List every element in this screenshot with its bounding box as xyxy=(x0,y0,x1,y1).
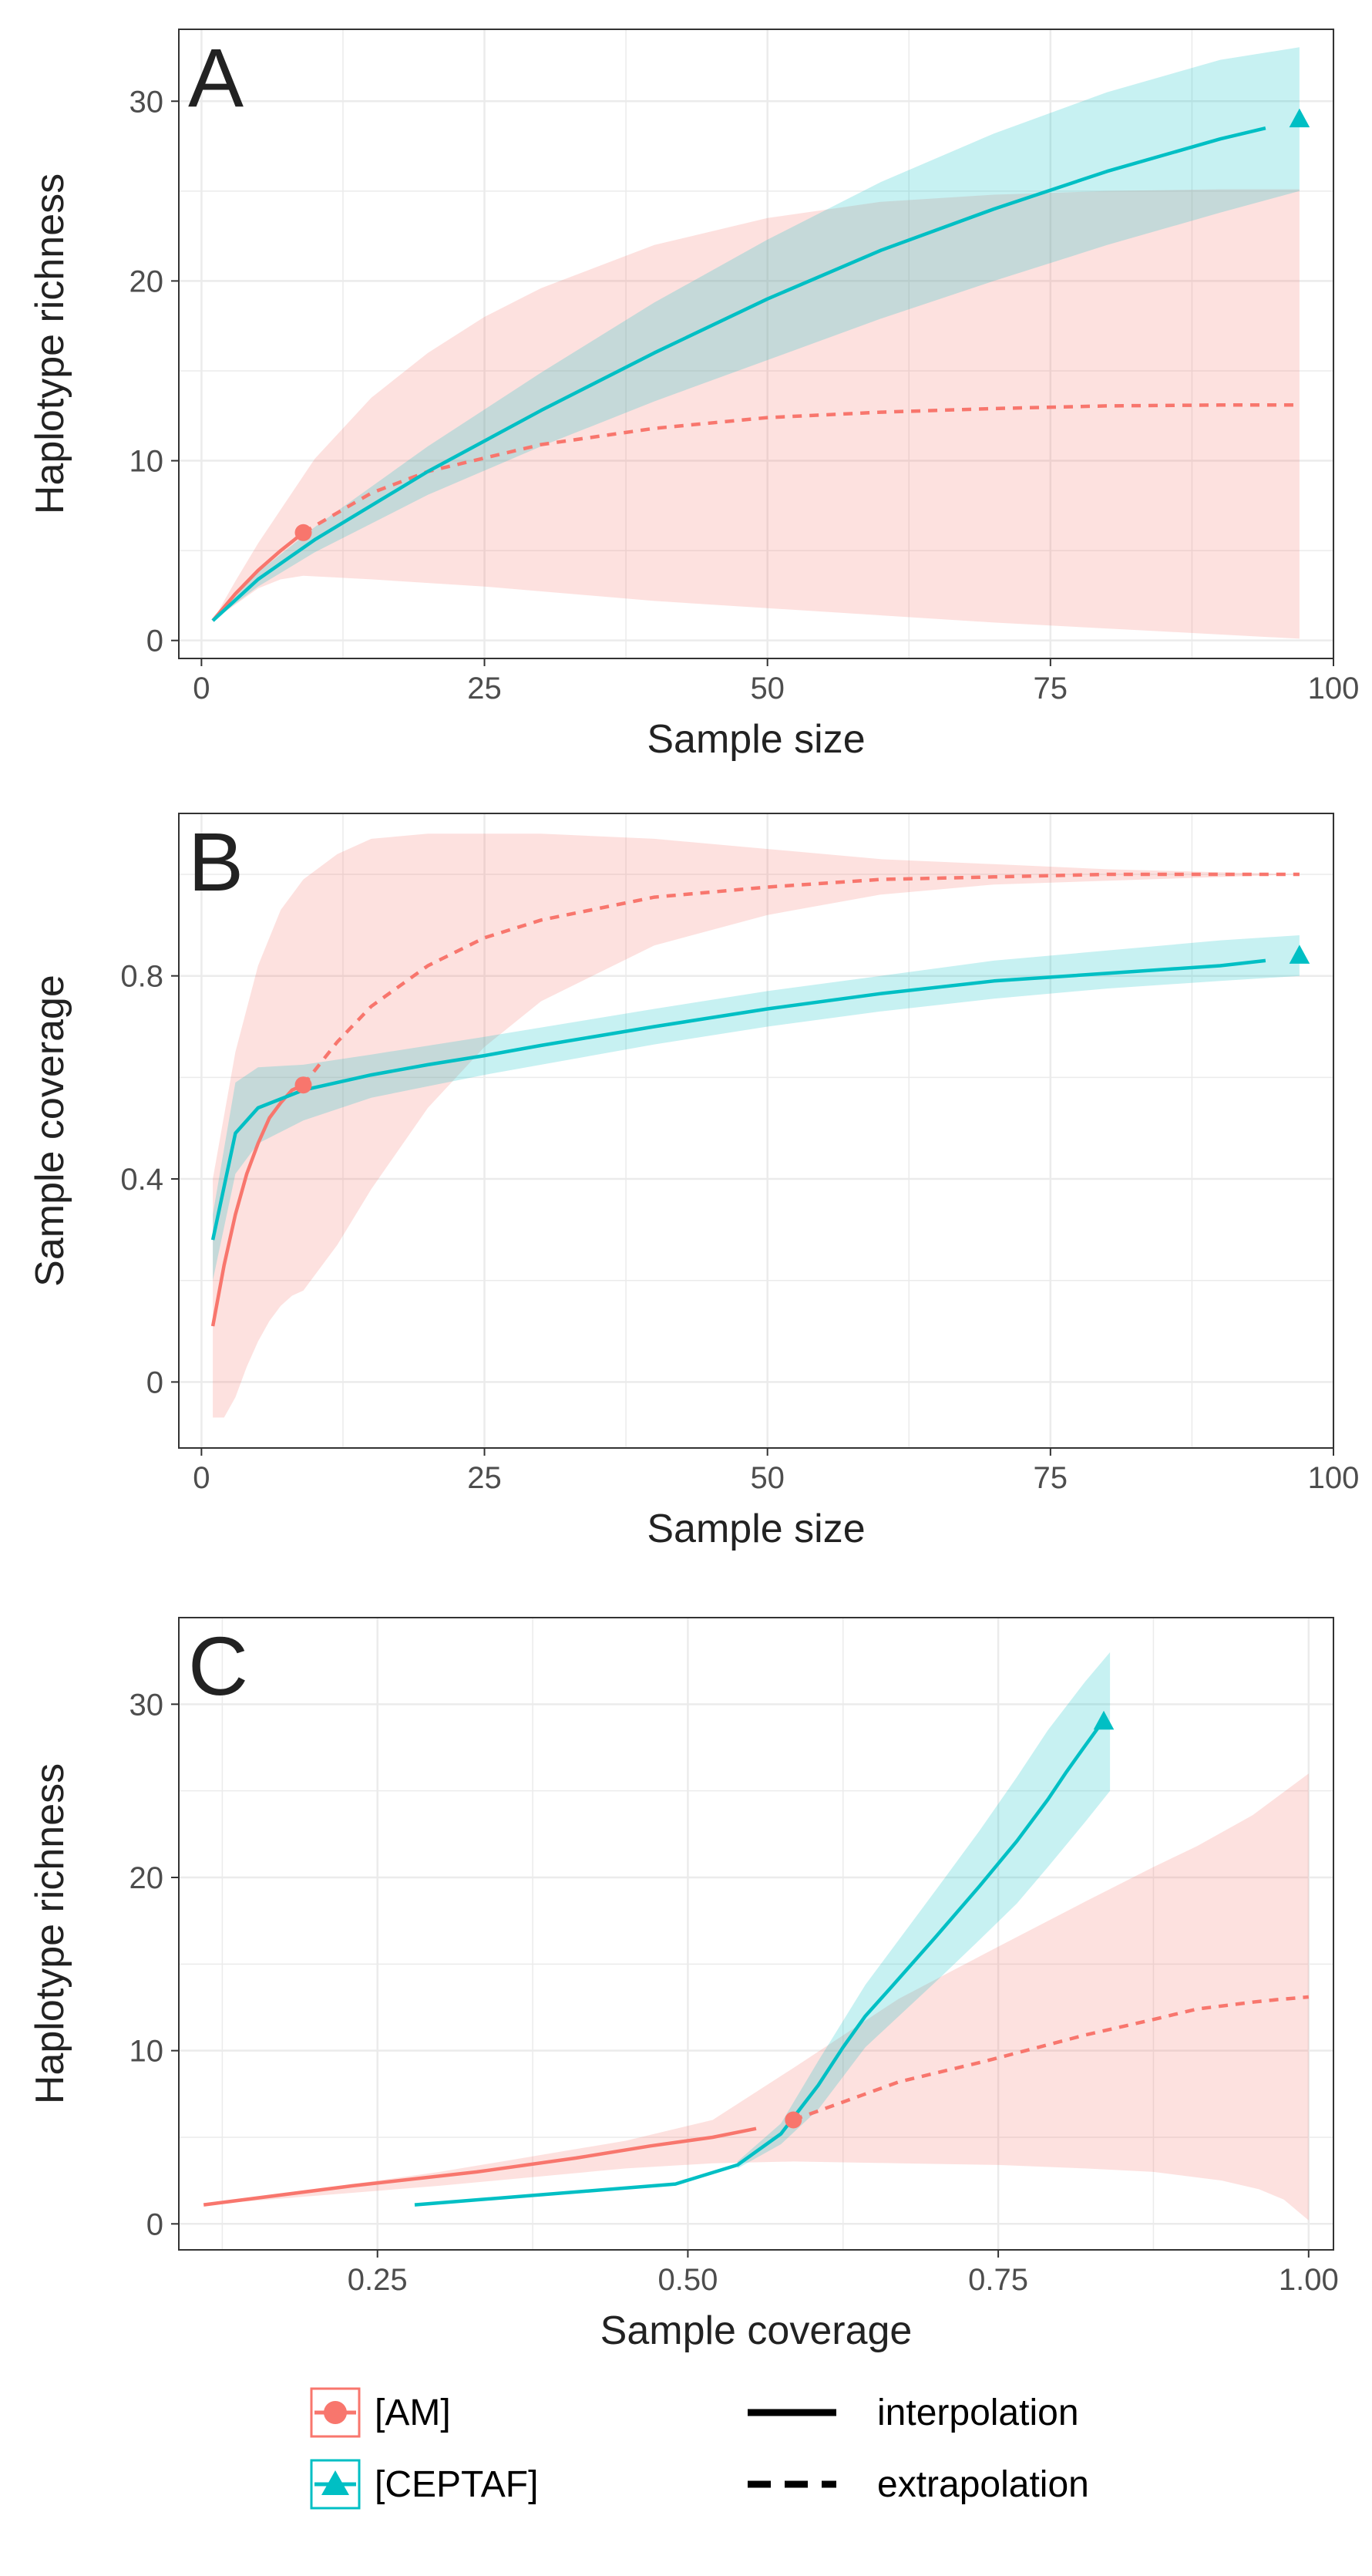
extrapolation-line-am-a xyxy=(302,403,1300,534)
x-tick-label: 25 xyxy=(467,1461,502,1495)
legend-key-ceptaf-marker xyxy=(321,2470,349,2495)
y-tick-label: 0 xyxy=(146,2207,163,2241)
x-tick-label: 0.50 xyxy=(657,2263,718,2297)
y-tick-label: 10 xyxy=(129,2035,164,2069)
plot-area-a xyxy=(179,29,1333,658)
plot-area-b xyxy=(179,813,1333,1448)
x-tick-label: 0.25 xyxy=(348,2263,408,2297)
y-axis-title-b: Sample coverage xyxy=(28,975,72,1287)
panel-label-a: A xyxy=(188,31,244,124)
x-tick-label: 0 xyxy=(193,1461,210,1495)
ci-band-ceptaf-c xyxy=(737,1652,1111,2169)
x-tick-label: 50 xyxy=(750,1461,785,1495)
interpolation-line-ceptaf-b xyxy=(210,958,1266,1241)
panel-border-a xyxy=(178,29,1334,659)
legend-key-ceptaf xyxy=(310,2459,361,2510)
y-tick-label: 20 xyxy=(129,264,164,298)
y-axis-title-a: Haplotype richness xyxy=(28,173,72,514)
ci-band-ceptaf-b xyxy=(213,935,1300,1281)
ci-band-am-a xyxy=(213,189,1300,639)
legend-key-am-box xyxy=(310,2387,361,2438)
legend-label-extrapolation: extrapolation xyxy=(877,2464,1089,2505)
x-axis-title-c: Sample coverage xyxy=(600,2308,913,2353)
reference-point-ceptaf-b xyxy=(1289,945,1310,964)
extrapolation-line-am-b xyxy=(301,872,1300,1086)
x-tick-label: 1.00 xyxy=(1279,2263,1339,2297)
reference-point-am-b xyxy=(294,1076,312,1094)
x-tick-label: 100 xyxy=(1308,1461,1360,1495)
reference-point-ceptaf-c xyxy=(1093,1710,1115,1730)
x-tick-label: 25 xyxy=(467,672,502,705)
panel-a: 0 25 50 75 100 0 10 20 30 Sample size Haplotype ri… xyxy=(28,29,1359,762)
x-tick-label: 0 xyxy=(193,672,210,705)
legend-key-ceptaf-box xyxy=(310,2459,361,2510)
panel-border-c xyxy=(178,1617,1334,2251)
legend: [AM] [CEPTAF] interpolation extrapolatio… xyxy=(310,2387,1089,2510)
gridlines-a xyxy=(179,29,1335,658)
reference-point-am-c xyxy=(785,2111,802,2129)
x-tick-label: 50 xyxy=(750,672,785,705)
x-tick-label: 75 xyxy=(1034,1461,1068,1495)
reference-point-am-a xyxy=(294,524,312,541)
x-tick-label: 0.75 xyxy=(968,2263,1028,2297)
y-tick-label: 10 xyxy=(129,445,164,479)
legend-label-am: [AM] xyxy=(375,2392,451,2433)
ci-band-am-c xyxy=(203,1773,1309,2221)
y-tick-label: 0 xyxy=(146,625,163,658)
y-axis-title-c: Haplotype richness xyxy=(28,1763,72,2104)
interpolation-line-am-c xyxy=(203,2126,757,2207)
y-tick-label: 0.8 xyxy=(120,960,163,994)
panel-border-b xyxy=(178,813,1334,1449)
panel-label-c: C xyxy=(188,1619,248,1712)
panel-label-b: B xyxy=(188,815,244,908)
legend-key-am xyxy=(310,2387,361,2438)
reference-point-ceptaf-a xyxy=(1289,108,1310,128)
y-tick-label: 0 xyxy=(146,1365,163,1399)
legend-label-interpolation: interpolation xyxy=(877,2392,1079,2433)
y-tick-label: 30 xyxy=(129,1688,164,1722)
x-axis-title-a: Sample size xyxy=(647,717,865,762)
y-tick-label: 0.4 xyxy=(120,1163,163,1197)
interpolation-line-ceptaf-a xyxy=(211,126,1266,622)
x-tick-label: 100 xyxy=(1308,672,1360,705)
plot-area-c xyxy=(179,1618,1333,2250)
panel-c: 0.25 0.50 0.75 1.00 0 10 20 30 Sample coverage Ha… xyxy=(28,1617,1339,2353)
legend-label-ceptaf: [CEPTAF] xyxy=(375,2464,538,2505)
ci-band-am-b xyxy=(213,833,1300,1418)
legend-key-am-marker xyxy=(324,2401,347,2424)
x-tick-label: 75 xyxy=(1034,672,1068,705)
y-tick-label: 20 xyxy=(129,1861,164,1895)
panel-b: 0 25 50 75 100 0 0.4 0.8 Sample size Sample cover… xyxy=(28,813,1359,1551)
interpolation-line-am-a xyxy=(211,531,304,622)
x-axis-title-b: Sample size xyxy=(647,1507,865,1551)
interpolation-line-ceptaf-c xyxy=(414,1727,1099,2207)
extrapolation-line-am-c xyxy=(792,1995,1309,2122)
y-tick-label: 30 xyxy=(129,85,164,119)
ci-band-ceptaf-a xyxy=(213,47,1300,621)
